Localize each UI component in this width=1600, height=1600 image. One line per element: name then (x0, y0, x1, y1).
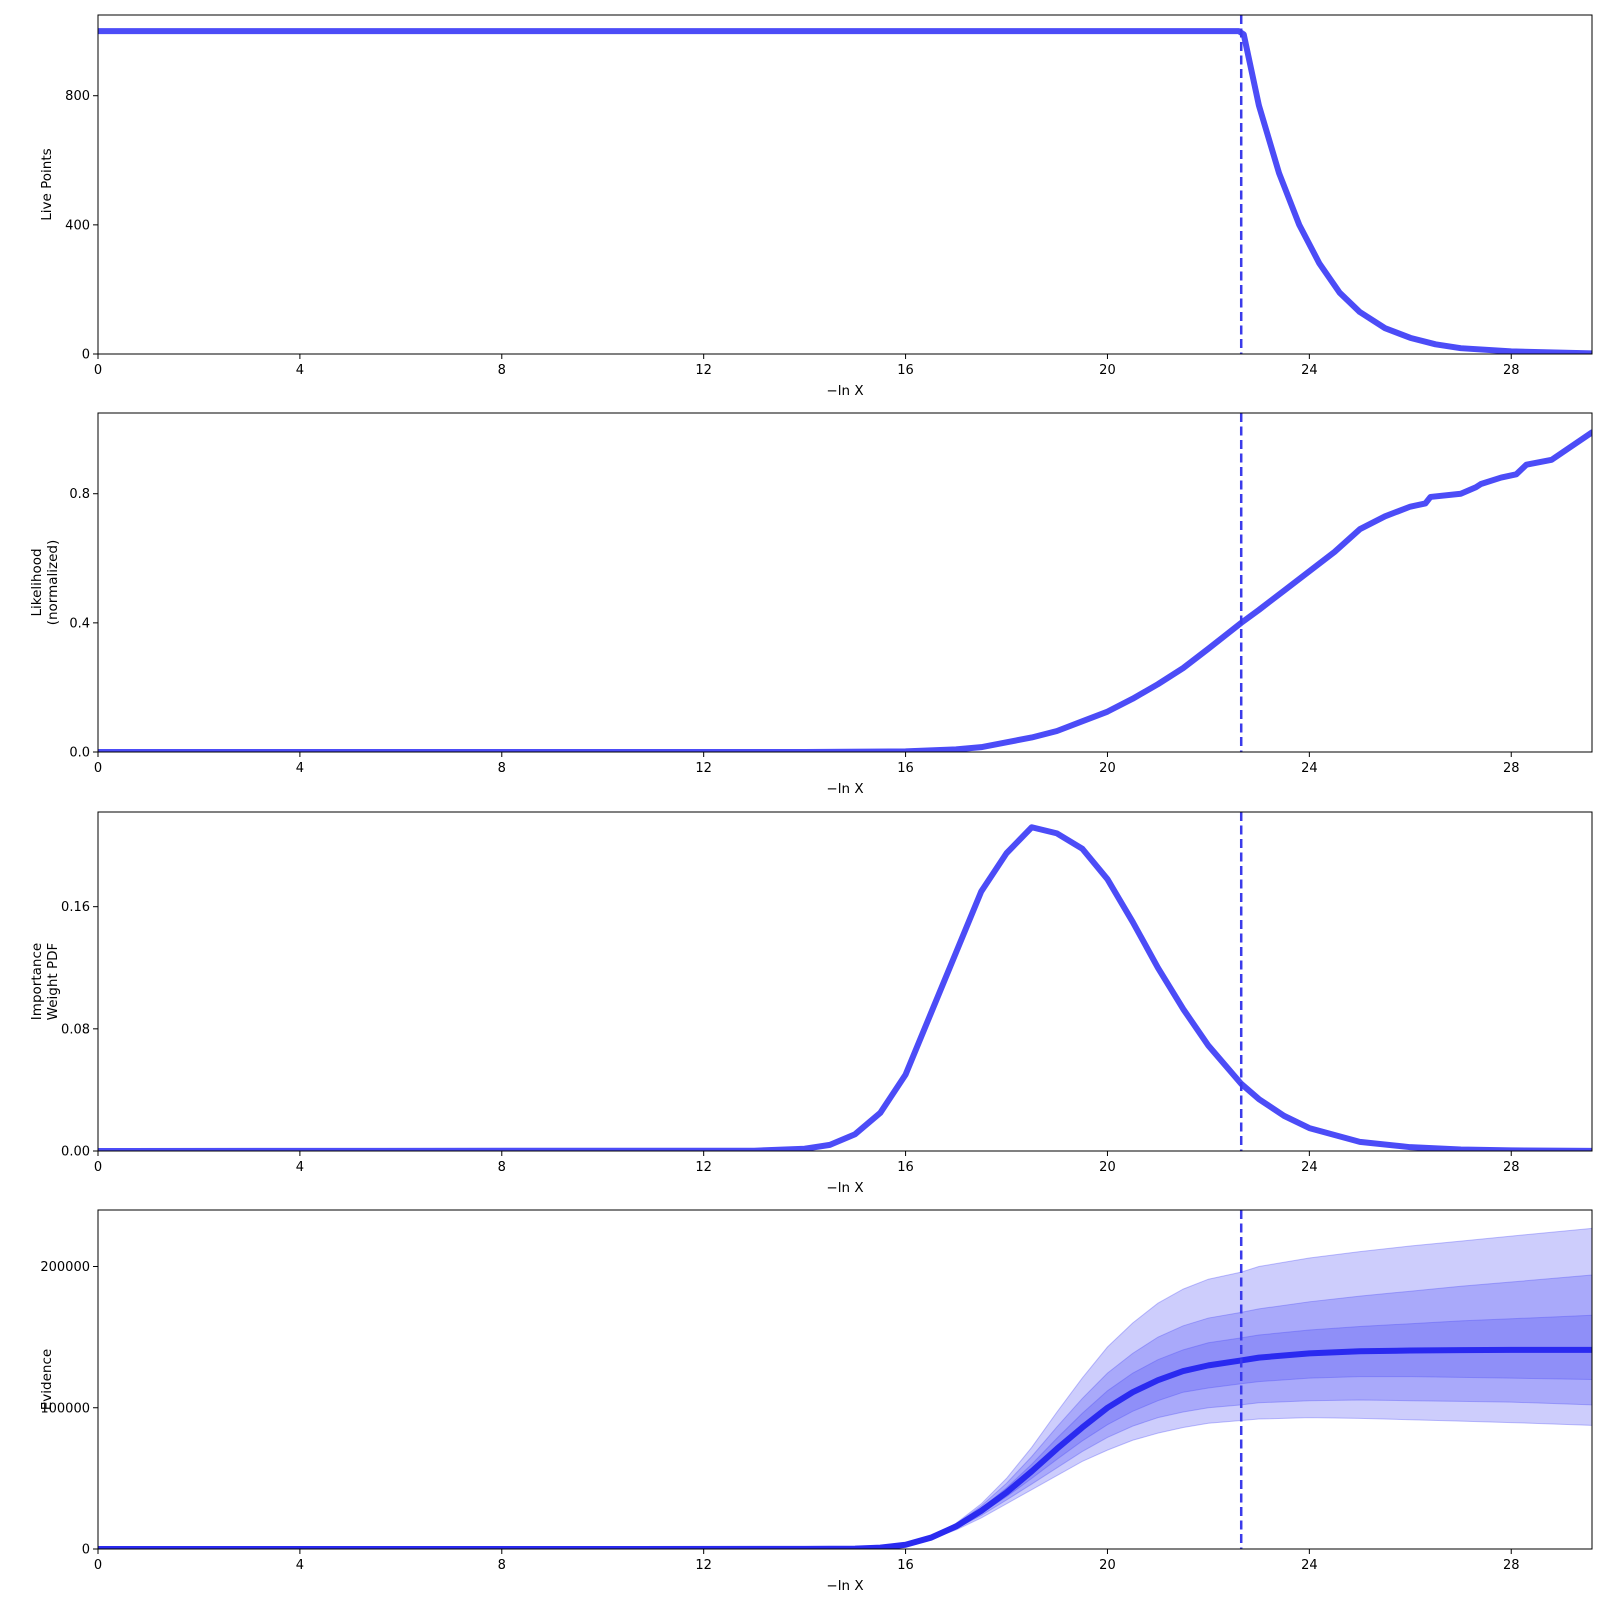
x-tick-label: 12 (695, 761, 712, 776)
evidence-band-3-sigma (98, 1227, 1592, 1549)
y-tick-label: 0.8 (69, 487, 90, 502)
plot-frame (97, 1209, 1593, 1550)
panel-evidence: 0 4 8 12 16 20 24 28 0 100000 200000 −ln X Evidence (39, 1209, 1593, 1594)
x-tick-label: 0 (94, 363, 102, 378)
y-axis-label: Likelihood (29, 548, 45, 616)
y-tick-label: 0.16 (61, 900, 90, 915)
x-tick-label: 16 (897, 761, 914, 776)
x-tick-label: 24 (1301, 1558, 1318, 1573)
x-tick-label: 20 (1099, 1558, 1116, 1573)
plot-area (98, 1210, 1592, 1549)
likelihood-line (98, 429, 1592, 752)
x-tick-label: 12 (695, 1558, 712, 1573)
y-tick-label: 800 (65, 89, 90, 104)
panel-live-points: 0 4 8 12 16 20 24 28 0 400 800 −ln X Live Points (39, 14, 1593, 399)
x-tick-label: 24 (1301, 363, 1318, 378)
y-axis-label: Weight PDF (45, 943, 61, 1021)
y-tick-label: 0 (82, 348, 90, 363)
x-tick-label: 0 (94, 1558, 102, 1573)
y-axis-label: Live Points (39, 148, 55, 220)
x-tick-label: 4 (296, 1558, 304, 1573)
y-tick-label: 0 (82, 1543, 90, 1558)
x-tick-label: 28 (1503, 761, 1520, 776)
x-tick-label: 0 (94, 761, 102, 776)
plot-frame (97, 811, 1593, 1152)
x-tick-label: 8 (498, 761, 506, 776)
evidence-band-2-sigma (98, 1274, 1592, 1549)
plot-frame (97, 14, 1593, 355)
y-tick-label: 0.08 (61, 1022, 90, 1037)
x-tick-label: 8 (498, 1160, 506, 1175)
panel-likelihood: 0 4 8 12 16 20 24 28 0.0 0.4 0.8 −ln X Likelihood (no… (29, 412, 1593, 797)
y-tick-label: 0.00 (61, 1145, 90, 1160)
x-tick-label: 20 (1099, 1160, 1116, 1175)
y-tick-label: 0.0 (69, 746, 90, 761)
x-tick-label: 20 (1099, 363, 1116, 378)
x-tick-label: 12 (695, 1160, 712, 1175)
x-tick-label: 28 (1503, 1558, 1520, 1573)
x-tick-label: 0 (94, 1160, 102, 1175)
y-tick-label: 400 (65, 218, 90, 233)
importance-weight-line (98, 824, 1592, 1151)
x-tick-label: 4 (296, 363, 304, 378)
x-tick-label: 4 (296, 1160, 304, 1175)
x-tick-label: 16 (897, 363, 914, 378)
y-tick-label: 200000 (40, 1260, 90, 1275)
x-tick-label: 16 (897, 1558, 914, 1573)
y-tick-label: 0.4 (69, 616, 90, 631)
y-axis-label: Evidence (39, 1349, 55, 1410)
evidence-band-1-sigma (98, 1314, 1592, 1549)
x-tick-label: 4 (296, 761, 304, 776)
x-tick-label: 20 (1099, 761, 1116, 776)
x-axis-label: −ln X (826, 781, 863, 797)
plot-area (98, 15, 1592, 354)
evidence-line (98, 1346, 1592, 1549)
x-tick-label: 8 (498, 363, 506, 378)
plot-area (98, 413, 1592, 752)
x-tick-label: 28 (1503, 1160, 1520, 1175)
x-tick-label: 8 (498, 1558, 506, 1573)
plot-frame (97, 412, 1593, 753)
x-tick-label: 16 (897, 1160, 914, 1175)
x-axis-label: −ln X (826, 383, 863, 399)
x-tick-label: 24 (1301, 761, 1318, 776)
x-tick-label: 12 (695, 363, 712, 378)
live-points-line (98, 28, 1592, 354)
panel-importance-weight: 0 4 8 12 16 20 24 28 0.00 0.08 0.16 −ln X Importance… (29, 811, 1593, 1196)
y-axis-label: Importance (29, 943, 45, 1020)
x-tick-label: 28 (1503, 363, 1520, 378)
y-axis-label: (normalized) (45, 540, 61, 626)
plot-area (98, 812, 1592, 1151)
x-axis-label: −ln X (826, 1180, 863, 1196)
x-tick-label: 24 (1301, 1160, 1318, 1175)
y-tick-label: 100000 (40, 1401, 90, 1416)
x-axis-label: −ln X (826, 1578, 863, 1594)
